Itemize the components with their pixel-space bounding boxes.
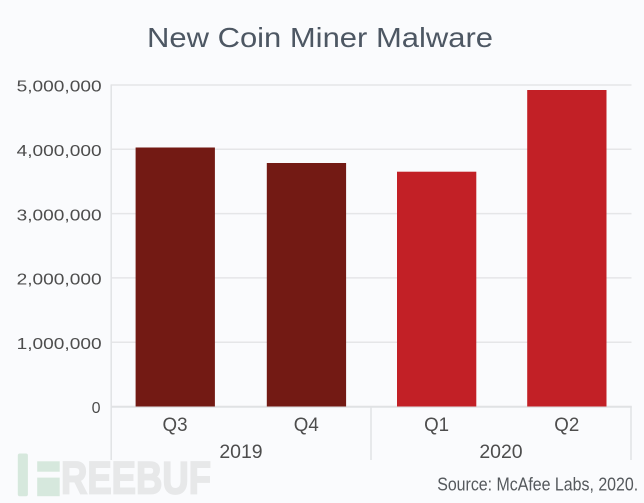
svg-text:0: 0 <box>92 400 101 417</box>
svg-text:4,000,000: 4,000,000 <box>17 143 102 160</box>
svg-text:REEBUF: REEBUF <box>61 453 211 503</box>
svg-text:Q2: Q2 <box>554 415 579 436</box>
svg-text:2,000,000: 2,000,000 <box>17 272 102 289</box>
svg-text:5,000,000: 5,000,000 <box>17 79 102 96</box>
svg-text:Source: McAfee Labs, 2020.: Source: McAfee Labs, 2020. <box>437 474 638 494</box>
svg-text:Q4: Q4 <box>294 415 319 436</box>
svg-text:Q3: Q3 <box>163 415 188 436</box>
svg-text:2020: 2020 <box>479 441 522 463</box>
svg-text:2019: 2019 <box>219 441 262 463</box>
svg-text:New Coin Miner Malware: New Coin Miner Malware <box>147 22 493 53</box>
svg-text:1,000,000: 1,000,000 <box>17 336 102 353</box>
svg-text:Q1: Q1 <box>424 415 449 436</box>
svg-text:3,000,000: 3,000,000 <box>17 207 102 224</box>
